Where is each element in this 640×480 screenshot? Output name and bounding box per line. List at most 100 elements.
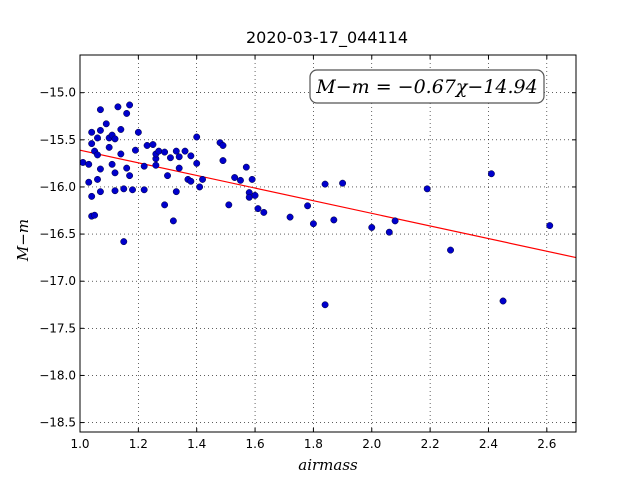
data-point bbox=[111, 135, 119, 143]
data-point bbox=[254, 205, 262, 213]
data-point bbox=[152, 161, 160, 169]
data-point bbox=[123, 164, 131, 172]
data-point bbox=[166, 154, 174, 162]
data-point bbox=[129, 186, 136, 194]
data-point bbox=[102, 120, 110, 128]
data-point bbox=[219, 157, 227, 165]
plot-frame bbox=[79, 54, 577, 433]
data-point bbox=[237, 176, 244, 184]
data-point bbox=[196, 183, 204, 191]
data-point bbox=[134, 128, 142, 136]
data-point bbox=[304, 202, 312, 210]
fit-line-layer bbox=[79, 149, 577, 259]
x-tick-label: 2.4 bbox=[479, 437, 498, 451]
x-axis-label: airmass bbox=[298, 456, 358, 474]
data-point bbox=[260, 208, 268, 216]
data-point bbox=[242, 163, 250, 171]
data-point bbox=[85, 178, 93, 186]
data-point bbox=[339, 179, 347, 187]
data-point bbox=[181, 147, 189, 155]
data-point bbox=[172, 147, 180, 155]
y-tick-label: −17.5 bbox=[39, 321, 76, 335]
data-point bbox=[368, 224, 376, 231]
data-point bbox=[85, 160, 93, 168]
data-point bbox=[193, 133, 201, 141]
data-point bbox=[487, 170, 495, 178]
y-tick-label: −18.0 bbox=[39, 368, 76, 382]
data-point bbox=[131, 146, 139, 154]
data-point bbox=[140, 162, 148, 170]
data-point bbox=[245, 193, 253, 201]
data-point bbox=[88, 140, 96, 148]
annotation-box bbox=[309, 69, 545, 104]
data-point bbox=[169, 217, 177, 225]
data-point bbox=[140, 186, 148, 194]
data-point bbox=[219, 142, 227, 149]
y-tick-label: −17.0 bbox=[39, 274, 76, 288]
fit-equation: M−m = −0.67χ−14.94 bbox=[315, 76, 537, 98]
data-point bbox=[120, 185, 128, 193]
data-point bbox=[447, 246, 454, 254]
data-point bbox=[330, 216, 338, 224]
data-point bbox=[91, 211, 99, 219]
data-point bbox=[161, 148, 169, 156]
data-point bbox=[546, 222, 554, 230]
x-tick-label: 1.6 bbox=[246, 437, 265, 451]
data-point bbox=[175, 153, 183, 161]
x-tick-label: 2.2 bbox=[421, 437, 440, 451]
data-point bbox=[126, 101, 134, 109]
y-tick-label: −16.0 bbox=[39, 180, 76, 194]
data-point bbox=[423, 185, 431, 193]
ticks-layer: 1.0 1.2 1.4 1.6 1.8 2.0 2.2 2.4 2.6 −15.0 −15.5 −16… bbox=[39, 55, 576, 451]
data-point bbox=[149, 141, 157, 148]
data-point bbox=[94, 175, 101, 183]
x-tick-label: 1.0 bbox=[70, 437, 89, 451]
data-point bbox=[161, 201, 169, 209]
data-point bbox=[88, 192, 96, 200]
data-point bbox=[187, 152, 195, 160]
data-point bbox=[108, 160, 116, 168]
points-layer bbox=[79, 101, 554, 309]
fit-annotation: M−m = −0.67χ−14.94 bbox=[309, 69, 545, 104]
data-point bbox=[79, 158, 87, 166]
y-tick-label: −15.0 bbox=[39, 86, 76, 100]
data-point bbox=[309, 220, 317, 228]
data-point bbox=[117, 150, 125, 158]
data-point bbox=[248, 175, 256, 183]
data-point bbox=[499, 297, 507, 305]
data-point bbox=[123, 109, 131, 117]
data-point bbox=[251, 191, 259, 199]
data-point bbox=[143, 142, 151, 149]
data-point bbox=[114, 103, 122, 111]
data-point bbox=[193, 159, 201, 167]
data-point bbox=[126, 172, 134, 180]
data-point bbox=[391, 217, 399, 225]
data-point bbox=[111, 169, 119, 177]
x-tick-label: 2.0 bbox=[362, 437, 381, 451]
data-point bbox=[155, 147, 163, 155]
data-point bbox=[96, 165, 104, 173]
data-point bbox=[199, 175, 206, 183]
data-point bbox=[321, 301, 329, 309]
x-tick-label: 1.4 bbox=[187, 437, 206, 451]
y-tick-label: −16.5 bbox=[39, 227, 76, 241]
x-tick-label: 1.2 bbox=[129, 437, 148, 451]
fit-line bbox=[79, 149, 577, 259]
data-point bbox=[187, 177, 195, 185]
y-tick-label: −15.5 bbox=[39, 133, 76, 147]
data-point bbox=[231, 174, 239, 181]
data-point bbox=[94, 134, 101, 142]
data-point bbox=[175, 164, 183, 172]
data-point bbox=[88, 128, 96, 136]
data-point bbox=[385, 228, 393, 236]
data-point bbox=[286, 213, 294, 221]
data-point bbox=[94, 151, 101, 159]
data-point bbox=[225, 201, 233, 209]
data-point bbox=[96, 126, 104, 134]
data-point bbox=[117, 126, 125, 133]
data-point bbox=[96, 106, 104, 114]
x-tick-label: 2.6 bbox=[537, 437, 556, 451]
data-point bbox=[172, 188, 180, 196]
chart-title: 2020-03-17_044114 bbox=[246, 28, 408, 48]
